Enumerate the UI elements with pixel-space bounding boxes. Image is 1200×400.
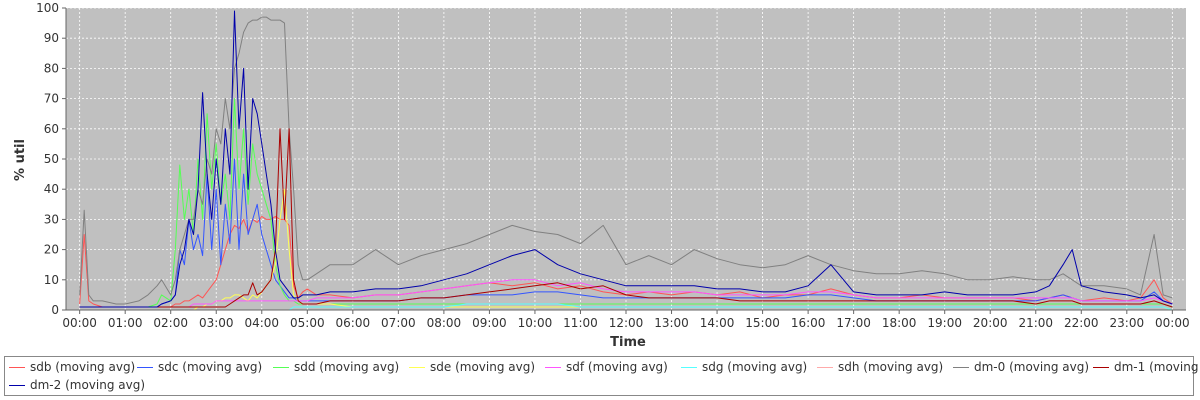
y-tick-label: 90 — [44, 31, 59, 45]
x-tick-label: 19:00 — [927, 316, 962, 330]
legend-label: sdc (moving avg) — [158, 360, 263, 374]
x-tick-label: 23:00 — [1110, 316, 1145, 330]
legend-item: sde (moving avg) — [409, 358, 535, 376]
x-tick-label: 00:00 — [62, 316, 97, 330]
y-tick-label: 10 — [44, 273, 59, 287]
x-tick-label: 04:00 — [244, 316, 279, 330]
legend-item: sdb (moving avg) — [9, 358, 135, 376]
y-tick-label: 80 — [44, 61, 59, 75]
y-tick-label: 70 — [44, 92, 59, 106]
x-tick-label: 05:00 — [290, 316, 325, 330]
legend-label: sdg (moving avg) — [702, 360, 808, 374]
x-tick-label: 03:00 — [199, 316, 234, 330]
legend-item: dm-0 (moving avg) — [953, 358, 1089, 376]
legend: sdb (moving avg) sdc (moving avg) sdd (mov… — [4, 356, 1200, 396]
y-tick-label: 100 — [36, 1, 59, 15]
x-tick-label: 12:00 — [609, 316, 644, 330]
x-tick-label: 10:00 — [518, 316, 553, 330]
y-tick-label: 30 — [44, 212, 59, 226]
x-tick-label: 20:00 — [973, 316, 1008, 330]
legend-item: dm-1 (moving avg) — [1093, 358, 1200, 376]
legend-swatch — [953, 366, 969, 368]
legend-swatch — [409, 366, 425, 368]
legend-label: dm-1 (moving avg) — [1114, 360, 1200, 374]
legend-swatch — [545, 366, 561, 368]
x-tick-label: 14:00 — [700, 316, 735, 330]
legend-swatch — [681, 366, 697, 368]
legend-swatch — [817, 366, 833, 368]
x-tick-label: 15:00 — [745, 316, 780, 330]
legend-swatch — [1093, 366, 1109, 368]
legend-label: dm-2 (moving avg) — [30, 378, 146, 392]
legend-swatch — [273, 366, 289, 368]
y-tick-label: 40 — [44, 182, 59, 196]
axes: 0 10 20 30 40 50 60 70 80 90 100 00:00 01:00 02:00 03:… — [36, 1, 1190, 330]
x-tick-label: 22:00 — [1064, 316, 1099, 330]
x-tick-label: 21:00 — [1018, 316, 1053, 330]
x-tick-label: 18:00 — [882, 316, 917, 330]
x-tick-label: 07:00 — [381, 316, 416, 330]
x-axis-title: Time — [610, 335, 646, 350]
legend-item: sdh (moving avg) — [817, 358, 943, 376]
y-tick-label: 0 — [51, 303, 59, 317]
x-tick-label: 13:00 — [654, 316, 689, 330]
legend-item: sdc (moving avg) — [137, 358, 262, 376]
x-tick-label: 00:00 — [1155, 316, 1190, 330]
x-tick-label: 09:00 — [472, 316, 507, 330]
series-line-9 — [79, 10, 1173, 308]
legend-item: sdg (moving avg) — [681, 358, 807, 376]
x-tick-label: 11:00 — [563, 316, 598, 330]
y-tick-label: 20 — [44, 243, 59, 257]
legend-item: sdf (moving avg) — [545, 358, 668, 376]
x-tick-label: 01:00 — [108, 316, 143, 330]
series-line-8 — [79, 128, 1173, 308]
legend-label: sde (moving avg) — [430, 360, 536, 374]
legend-item: dm-2 (moving avg) — [9, 376, 145, 394]
x-tick-label: 02:00 — [153, 316, 188, 330]
legend-label: sdf (moving avg) — [566, 360, 668, 374]
legend-swatch — [9, 384, 25, 386]
legend-label: dm-0 (moving avg) — [974, 360, 1090, 374]
x-tick-label: 16:00 — [791, 316, 826, 330]
y-tick-label: 50 — [44, 152, 59, 166]
y-tick-label: 60 — [44, 122, 59, 136]
legend-label: sdb (moving avg) — [30, 360, 136, 374]
legend-label: sdh (moving avg) — [838, 360, 944, 374]
legend-item: sdd (moving avg) — [273, 358, 399, 376]
series-line-7 — [79, 16, 1173, 305]
legend-swatch — [9, 366, 25, 368]
legend-swatch — [137, 366, 153, 368]
legend-label: sdd (moving avg) — [294, 360, 400, 374]
chart: 0 10 20 30 40 50 60 70 80 90 100 00:00 01:00 02:00 03:… — [13, 1, 1190, 350]
x-tick-label: 17:00 — [836, 316, 871, 330]
y-axis-title: % util — [13, 139, 28, 181]
x-tick-label: 06:00 — [336, 316, 371, 330]
x-tick-label: 08:00 — [427, 316, 462, 330]
